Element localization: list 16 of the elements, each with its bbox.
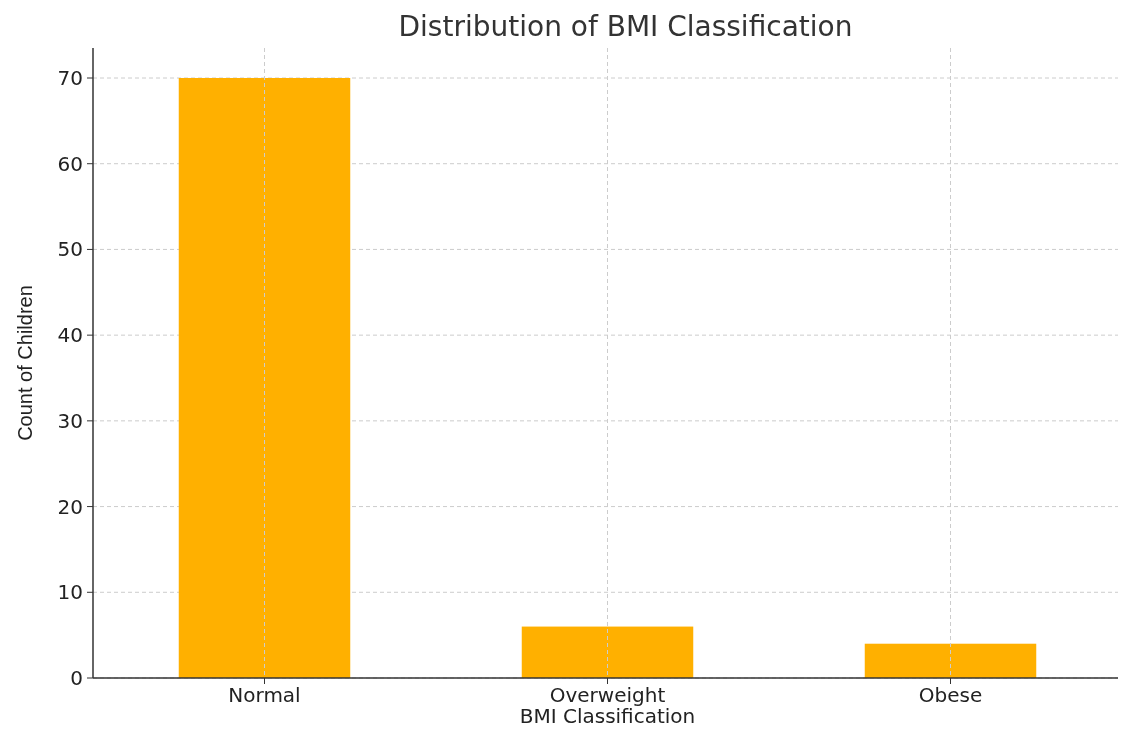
y-tick-label: 20 <box>57 494 83 519</box>
y-tick-label: 60 <box>57 151 83 176</box>
y-tick-label: 10 <box>57 580 83 605</box>
bar <box>864 643 1037 678</box>
y-axis-title: Count of Children <box>14 285 36 441</box>
y-tick-label: 70 <box>57 66 83 90</box>
y-tick-label: 30 <box>57 408 83 433</box>
bar <box>178 78 351 678</box>
x-tick-label: Obese <box>918 683 983 707</box>
y-tick-label: 40 <box>57 323 83 348</box>
bar <box>521 626 694 678</box>
y-tick-label: 50 <box>57 237 83 262</box>
chart-title: Distribution of BMI Classification <box>398 10 853 43</box>
y-tick-label: 0 <box>70 666 83 690</box>
x-tick-label: Normal <box>228 683 301 707</box>
x-tick-label: Overweight <box>549 683 666 707</box>
